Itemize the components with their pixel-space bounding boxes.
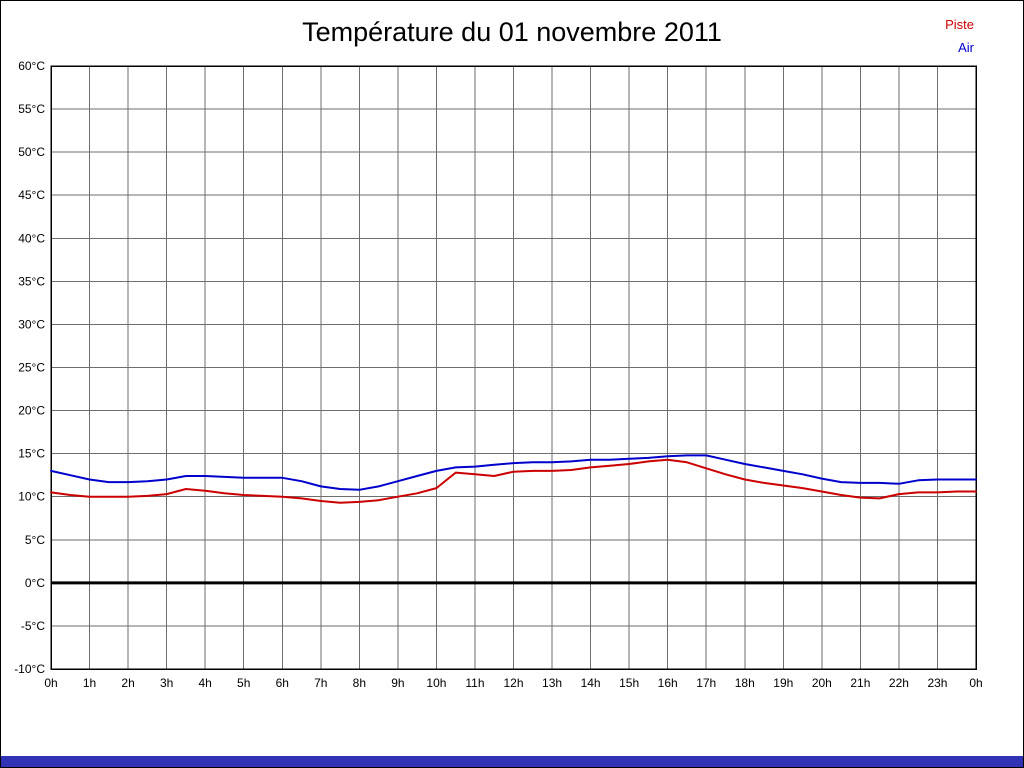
series-line-piste xyxy=(50,458,977,504)
x-tick-label: 13h xyxy=(542,676,562,690)
x-tick-label: 16h xyxy=(658,676,678,690)
y-tick-label: 25°C xyxy=(18,361,45,375)
y-tick-label: -5°C xyxy=(21,619,45,633)
x-tick-label: 18h xyxy=(735,676,755,690)
x-tick-label: 9h xyxy=(391,676,404,690)
x-tick-label: 12h xyxy=(503,676,523,690)
y-tick-label: 30°C xyxy=(18,317,45,331)
y-tick-label: 10°C xyxy=(18,490,45,504)
legend-air: Air xyxy=(958,40,974,55)
x-tick-label: 1h xyxy=(83,676,96,690)
legend-piste: Piste xyxy=(945,17,974,32)
x-tick-label: 5h xyxy=(237,676,250,690)
x-tick-label: 20h xyxy=(812,676,832,690)
x-tick-label: 10h xyxy=(426,676,446,690)
x-tick-label: 2h xyxy=(121,676,134,690)
x-tick-label: 23h xyxy=(927,676,947,690)
x-tick-label: 15h xyxy=(619,676,639,690)
y-tick-label: 35°C xyxy=(18,274,45,288)
y-tick-label: 15°C xyxy=(18,447,45,461)
x-tick-label: 19h xyxy=(773,676,793,690)
x-tick-label: 0h xyxy=(969,676,982,690)
x-tick-label: 0h xyxy=(44,676,57,690)
y-tick-label: 0°C xyxy=(25,576,45,590)
x-tick-label: 11h xyxy=(465,676,484,690)
y-tick-label: 45°C xyxy=(18,188,45,202)
y-tick-label: 50°C xyxy=(18,145,45,159)
y-tick-label: -10°C xyxy=(14,662,45,676)
x-tick-label: 7h xyxy=(314,676,327,690)
y-tick-label: 40°C xyxy=(18,231,45,245)
x-tick-label: 21h xyxy=(850,676,870,690)
x-tick-label: 22h xyxy=(889,676,909,690)
x-tick-label: 4h xyxy=(198,676,211,690)
x-tick-label: 14h xyxy=(581,676,601,690)
y-tick-label: 55°C xyxy=(18,102,45,116)
chart-title: Température du 01 novembre 2011 xyxy=(302,17,722,47)
series-line-air xyxy=(50,454,977,491)
footer-bar xyxy=(1,756,1023,767)
x-tick-label: 17h xyxy=(696,676,716,690)
y-tick-label: 20°C xyxy=(18,404,45,418)
x-tick-label: 3h xyxy=(160,676,173,690)
y-tick-label: 60°C xyxy=(18,59,45,73)
plot-border xyxy=(50,65,977,670)
x-tick-label: 8h xyxy=(353,676,366,690)
y-tick-label: 5°C xyxy=(25,533,45,547)
x-tick-label: 6h xyxy=(276,676,289,690)
chart-legend: Piste Air xyxy=(945,13,974,59)
